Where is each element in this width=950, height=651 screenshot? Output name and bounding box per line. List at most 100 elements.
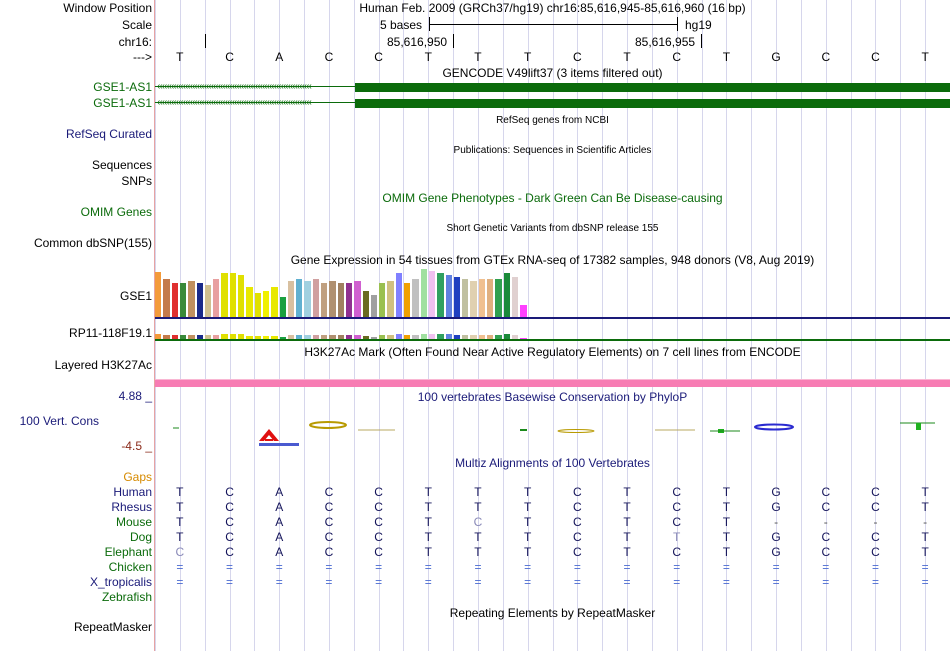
- gridline: [179, 0, 181, 651]
- gtex-tissue-bar: [312, 335, 320, 339]
- gencode-strand-arrows-1: ‹‹‹‹‹‹‹‹‹‹‹‹‹‹‹‹‹‹‹‹‹‹‹‹‹‹‹‹‹‹‹‹‹‹‹‹‹‹‹‹…: [157, 81, 312, 92]
- species-label[interactable]: X_tropicalis: [89, 575, 152, 589]
- alignment-base: T: [722, 545, 731, 559]
- gtex-tissue-bar: [279, 297, 286, 317]
- gtex-tissue-bar: [321, 335, 328, 339]
- alignment-base: C: [573, 530, 582, 544]
- gtex-tissue-bar: [387, 281, 394, 317]
- gtex-gse1-label[interactable]: GSE1: [119, 289, 152, 303]
- species-label[interactable]: Chicken: [108, 560, 152, 574]
- refseq-track-label[interactable]: RefSeq Curated: [65, 127, 152, 141]
- alignment-base: C: [573, 485, 582, 499]
- alignment-base: T: [424, 530, 432, 544]
- repeatmasker-track-label[interactable]: RepeatMasker: [73, 620, 152, 634]
- alignment-base: A: [275, 515, 284, 529]
- species-label[interactable]: Elephant: [104, 545, 152, 559]
- alignment-base: T: [474, 485, 482, 499]
- gtex-tissue-bar: [179, 335, 187, 339]
- gtex-tissue-bar: [495, 279, 502, 317]
- gaps-label[interactable]: Gaps: [123, 470, 152, 484]
- gtex-gse1-baseline: [155, 317, 950, 319]
- alignment-base: A: [275, 545, 284, 559]
- phylop-track-label[interactable]: 100 Vert. Cons: [19, 414, 99, 428]
- alignment-base: T: [722, 530, 731, 544]
- alignment-base: -: [873, 515, 878, 529]
- alignment-base: C: [324, 530, 334, 544]
- species-label[interactable]: Rhesus: [111, 500, 152, 514]
- gtex-tissue-bar: [337, 283, 344, 317]
- dna-base: T: [474, 50, 482, 64]
- alignment-base: =: [325, 560, 333, 574]
- alignment-base: T: [623, 530, 631, 544]
- alignment-base: T: [623, 485, 631, 499]
- gridline: [353, 0, 355, 651]
- alignment-base: C: [225, 500, 234, 514]
- alignment-base: =: [822, 560, 830, 574]
- alignment-base: C: [821, 500, 831, 514]
- gtex-tissue-bar: [511, 335, 519, 339]
- alignment-base: =: [573, 560, 581, 574]
- gtex-tissue-bar: [204, 335, 212, 339]
- gtex-rp11-baseline: [155, 339, 950, 341]
- alignment-base: T: [523, 515, 532, 529]
- gtex-tissue-bar: [329, 281, 336, 317]
- gridline: [477, 0, 479, 651]
- alignment-base: =: [524, 575, 532, 589]
- gridline: [378, 0, 380, 651]
- dna-base: T: [424, 50, 432, 64]
- alignment-base: T: [523, 485, 532, 499]
- phylop-mark-4: [557, 429, 595, 433]
- species-label[interactable]: Human: [113, 485, 152, 499]
- gtex-tissue-bar: [370, 337, 378, 339]
- gtex-tissue-bar: [362, 336, 369, 339]
- h3k27ac-track-title: H3K27Ac Mark (Often Found Near Active Re…: [304, 345, 801, 359]
- gencode-strand-arrows-2: ‹‹‹‹‹‹‹‹‹‹‹‹‹‹‹‹‹‹‹‹‹‹‹‹‹‹‹‹‹‹‹‹‹‹‹‹‹‹‹‹…: [157, 97, 312, 108]
- track-data-column: Human Feb. 2009 (GRCh37/hg19) chr16:85,6…: [155, 0, 950, 651]
- gtex-tissue-bar: [379, 335, 386, 339]
- gencode-exon-1[interactable]: [355, 83, 950, 92]
- phylop-logo[interactable]: [155, 410, 950, 450]
- gtex-tissue-bar: [420, 334, 427, 339]
- gridline: [776, 0, 778, 651]
- alignment-base: G: [771, 530, 781, 544]
- alignment-base: C: [672, 545, 682, 559]
- dbsnp-track-label[interactable]: Common dbSNP(155): [33, 236, 152, 250]
- alignment-base: =: [474, 575, 482, 589]
- gtex-tissue-bar: [503, 334, 510, 339]
- omim-track-label[interactable]: OMIM Genes: [80, 205, 152, 219]
- gtex-tissue-bar: [354, 281, 361, 317]
- alignment-base: T: [424, 545, 432, 559]
- alignment-base: C: [871, 530, 880, 544]
- alignment-base: T: [424, 500, 432, 514]
- alignment-base: =: [424, 575, 432, 589]
- dna-base: G: [771, 50, 781, 64]
- snps-label[interactable]: SNPs: [121, 174, 152, 188]
- gencode-item-label-1[interactable]: GSE1-AS1: [93, 80, 152, 94]
- gencode-item-label-2[interactable]: GSE1-AS1: [93, 96, 152, 110]
- alignment-base: =: [573, 575, 581, 589]
- h3k27ac-track-label[interactable]: Layered H3K27Ac: [54, 358, 152, 372]
- alignment-base: =: [176, 575, 184, 589]
- track-label-column: Window Position Scale chr16: ---> GSE1-A…: [0, 0, 154, 651]
- gtex-rp11-label[interactable]: RP11-118F19.1: [69, 326, 152, 340]
- alignment-base: T: [722, 500, 731, 514]
- species-label[interactable]: Dog: [129, 530, 152, 544]
- gridline: [850, 0, 852, 651]
- h3k27ac-signal[interactable]: [155, 379, 950, 387]
- gtex-tissue-bar: [387, 335, 394, 339]
- dbsnp-track-title: Short Genetic Variants from dbSNP releas…: [446, 223, 659, 234]
- alignment-base: C: [225, 515, 234, 529]
- phylop-logo-a: [259, 429, 299, 446]
- alignment-base: C: [225, 545, 234, 559]
- alignment-base: C: [324, 485, 334, 499]
- alignment-base: =: [772, 575, 780, 589]
- species-label[interactable]: Mouse: [115, 515, 152, 529]
- species-label[interactable]: Zebrafish: [101, 590, 152, 604]
- gtex-tissue-bar: [254, 293, 261, 317]
- gridline: [751, 0, 753, 651]
- gtex-tissue-bar: [354, 335, 361, 339]
- pubs-sequences-label[interactable]: Sequences: [91, 158, 152, 172]
- gencode-exon-2[interactable]: [355, 99, 950, 108]
- gridline: [453, 0, 455, 651]
